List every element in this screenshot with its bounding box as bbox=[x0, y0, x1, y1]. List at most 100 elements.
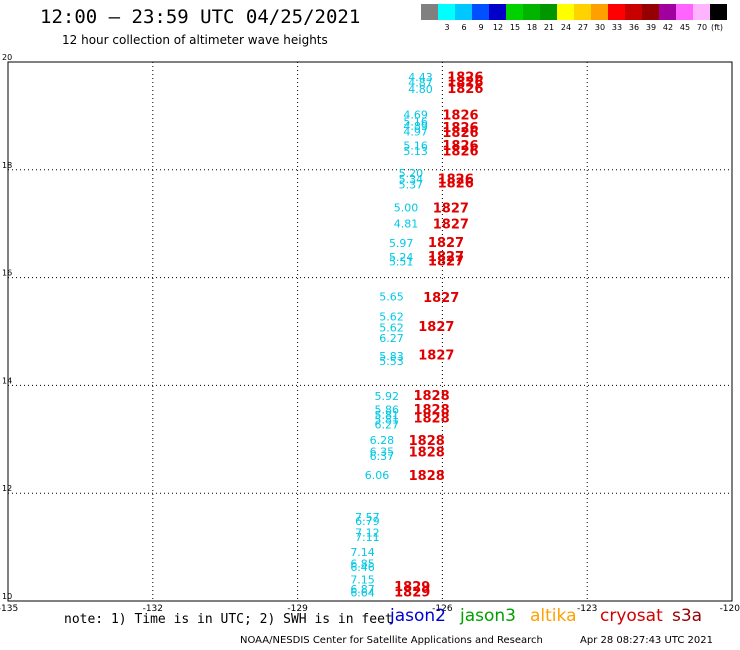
pass-label: 1826 bbox=[438, 177, 474, 192]
pass-label: 1826 bbox=[442, 126, 478, 141]
pass-label: 1828 bbox=[409, 469, 445, 484]
wave-height-label: 4.43 bbox=[408, 71, 433, 84]
wave-height-label: 6.06 bbox=[365, 469, 390, 482]
pass-label: 1826 bbox=[447, 75, 483, 90]
pass-label: 1828 bbox=[413, 412, 449, 427]
color-swatch-label: 45 bbox=[679, 23, 691, 32]
wave-height-label: 5.92 bbox=[374, 390, 399, 403]
map-title: 12:00 – 23:59 UTC 04/25/2021 bbox=[40, 6, 361, 28]
pass-label: 1827 bbox=[428, 236, 464, 251]
color-swatch bbox=[438, 4, 455, 20]
wave-height-label: 5.97 bbox=[389, 237, 414, 250]
x-axis-ticks: -135 -132 -129 -126 -123 -120 bbox=[0, 604, 740, 614]
color-swatch bbox=[574, 4, 591, 20]
wave-height-labels: 4.434.874.804.695.164.894.975.165.135.20… bbox=[350, 71, 432, 599]
satellite-jason2: jason2 bbox=[390, 606, 446, 626]
x-tick-label: -132 bbox=[143, 604, 163, 614]
pass-label: 1827 bbox=[433, 218, 469, 233]
pass-label: 1827 bbox=[418, 349, 454, 364]
color-swatch-label: 6 bbox=[461, 23, 467, 32]
footer-note: note: 1) Time is in UTC; 2) SWH is in fe… bbox=[64, 612, 393, 627]
wave-height-label: 5.20 bbox=[399, 167, 424, 180]
satellite-s3a: s3a bbox=[672, 606, 703, 626]
color-swatch bbox=[608, 4, 625, 20]
pass-label: 1827 bbox=[428, 254, 464, 269]
pass-label: 1828 bbox=[413, 403, 449, 418]
x-tick-label: -120 bbox=[720, 604, 740, 614]
credit-line: NOAA/NESDIS Center for Satellite Applica… bbox=[240, 635, 543, 646]
wave-height-label: 6.64 bbox=[350, 586, 375, 599]
wave-height-label: 7.14 bbox=[350, 546, 375, 559]
wave-height-label: 5.83 bbox=[379, 350, 404, 363]
color-swatch-label: 9 bbox=[478, 23, 484, 32]
wave-height-label: 4.89 bbox=[403, 120, 428, 133]
wave-height-label: 6.37 bbox=[370, 450, 395, 463]
wave-height-label: 7.15 bbox=[350, 573, 375, 586]
wave-height-label: 5.65 bbox=[379, 290, 404, 303]
y-tick-label: 18 bbox=[2, 161, 12, 170]
y-axis-ticks: 20 18 16 14 12 10 bbox=[2, 53, 12, 601]
satellite-altika: altika bbox=[530, 606, 577, 626]
wave-height-label: 6.27 bbox=[379, 332, 404, 345]
pass-label: 1826 bbox=[442, 108, 478, 123]
color-swatch-label: 24 bbox=[560, 23, 572, 32]
satellite-cryosat: cryosat bbox=[600, 606, 663, 626]
color-swatch bbox=[506, 4, 523, 20]
color-swatch bbox=[659, 4, 676, 20]
wave-height-label: 6.46 bbox=[350, 561, 375, 574]
wave-height-label: 7.57 bbox=[355, 511, 380, 524]
wave-height-label: 6.79 bbox=[355, 515, 380, 528]
pass-label: 1828 bbox=[413, 389, 449, 404]
grid-lines bbox=[8, 62, 732, 601]
color-swatch bbox=[557, 4, 574, 20]
wave-height-label: 5.13 bbox=[403, 145, 428, 158]
color-swatch bbox=[421, 4, 438, 20]
x-tick-label: -135 bbox=[0, 604, 18, 614]
wave-height-label: 5.81 bbox=[374, 413, 399, 426]
pass-label: 1829 bbox=[394, 580, 430, 595]
x-tick-label: -129 bbox=[287, 604, 308, 614]
pass-label: 1826 bbox=[447, 82, 483, 97]
wave-height-label: 5.51 bbox=[389, 255, 414, 268]
wave-height-label: 5.53 bbox=[379, 355, 404, 368]
wave-height-label: 5.62 bbox=[379, 322, 404, 335]
color-swatch-label: 21 bbox=[543, 23, 555, 32]
wave-height-label: 6.35 bbox=[370, 446, 395, 459]
color-swatch bbox=[710, 4, 727, 20]
pass-label: 1828 bbox=[409, 434, 445, 449]
color-swatch-label: 18 bbox=[526, 23, 538, 32]
wave-height-label: 7.11 bbox=[355, 531, 380, 544]
pass-label: 1828 bbox=[409, 446, 445, 461]
wave-height-label: 6.87 bbox=[350, 583, 375, 596]
y-tick-label: 16 bbox=[2, 269, 12, 278]
pass-label: 1827 bbox=[423, 291, 459, 306]
color-swatch bbox=[676, 4, 693, 20]
pass-label: 1827 bbox=[433, 202, 469, 217]
x-tick-label: -123 bbox=[577, 604, 597, 614]
color-swatch-label: 15 bbox=[509, 23, 521, 32]
color-swatch bbox=[625, 4, 642, 20]
color-swatch-label: 3 bbox=[444, 23, 450, 32]
wave-height-label: 5.81 bbox=[374, 409, 399, 422]
pass-number-labels: 1826182618261826182618261826182618261826… bbox=[394, 71, 483, 601]
x-tick-label: -126 bbox=[432, 604, 453, 614]
y-tick-label: 10 bbox=[2, 592, 12, 601]
pass-label: 1826 bbox=[438, 172, 474, 187]
y-tick-label: 14 bbox=[2, 376, 12, 385]
wave-height-label: 6.27 bbox=[374, 419, 399, 432]
wave-height-label: 4.97 bbox=[403, 126, 428, 139]
color-swatch bbox=[642, 4, 659, 20]
color-swatch bbox=[523, 4, 540, 20]
plot-frame bbox=[7, 61, 733, 602]
color-swatch bbox=[591, 4, 608, 20]
pass-label: 1826 bbox=[447, 71, 483, 86]
pass-label: 1826 bbox=[442, 144, 478, 159]
wave-height-label: 5.37 bbox=[399, 178, 424, 191]
pass-label: 1827 bbox=[428, 250, 464, 265]
color-swatch-label: 12 bbox=[492, 23, 504, 32]
timestamp: Apr 28 08:27:43 UTC 2021 bbox=[580, 635, 713, 646]
color-swatch-label: 42 bbox=[662, 23, 674, 32]
wave-height-label: 6.85 bbox=[350, 557, 375, 570]
wave-height-label: 5.86 bbox=[374, 404, 399, 417]
